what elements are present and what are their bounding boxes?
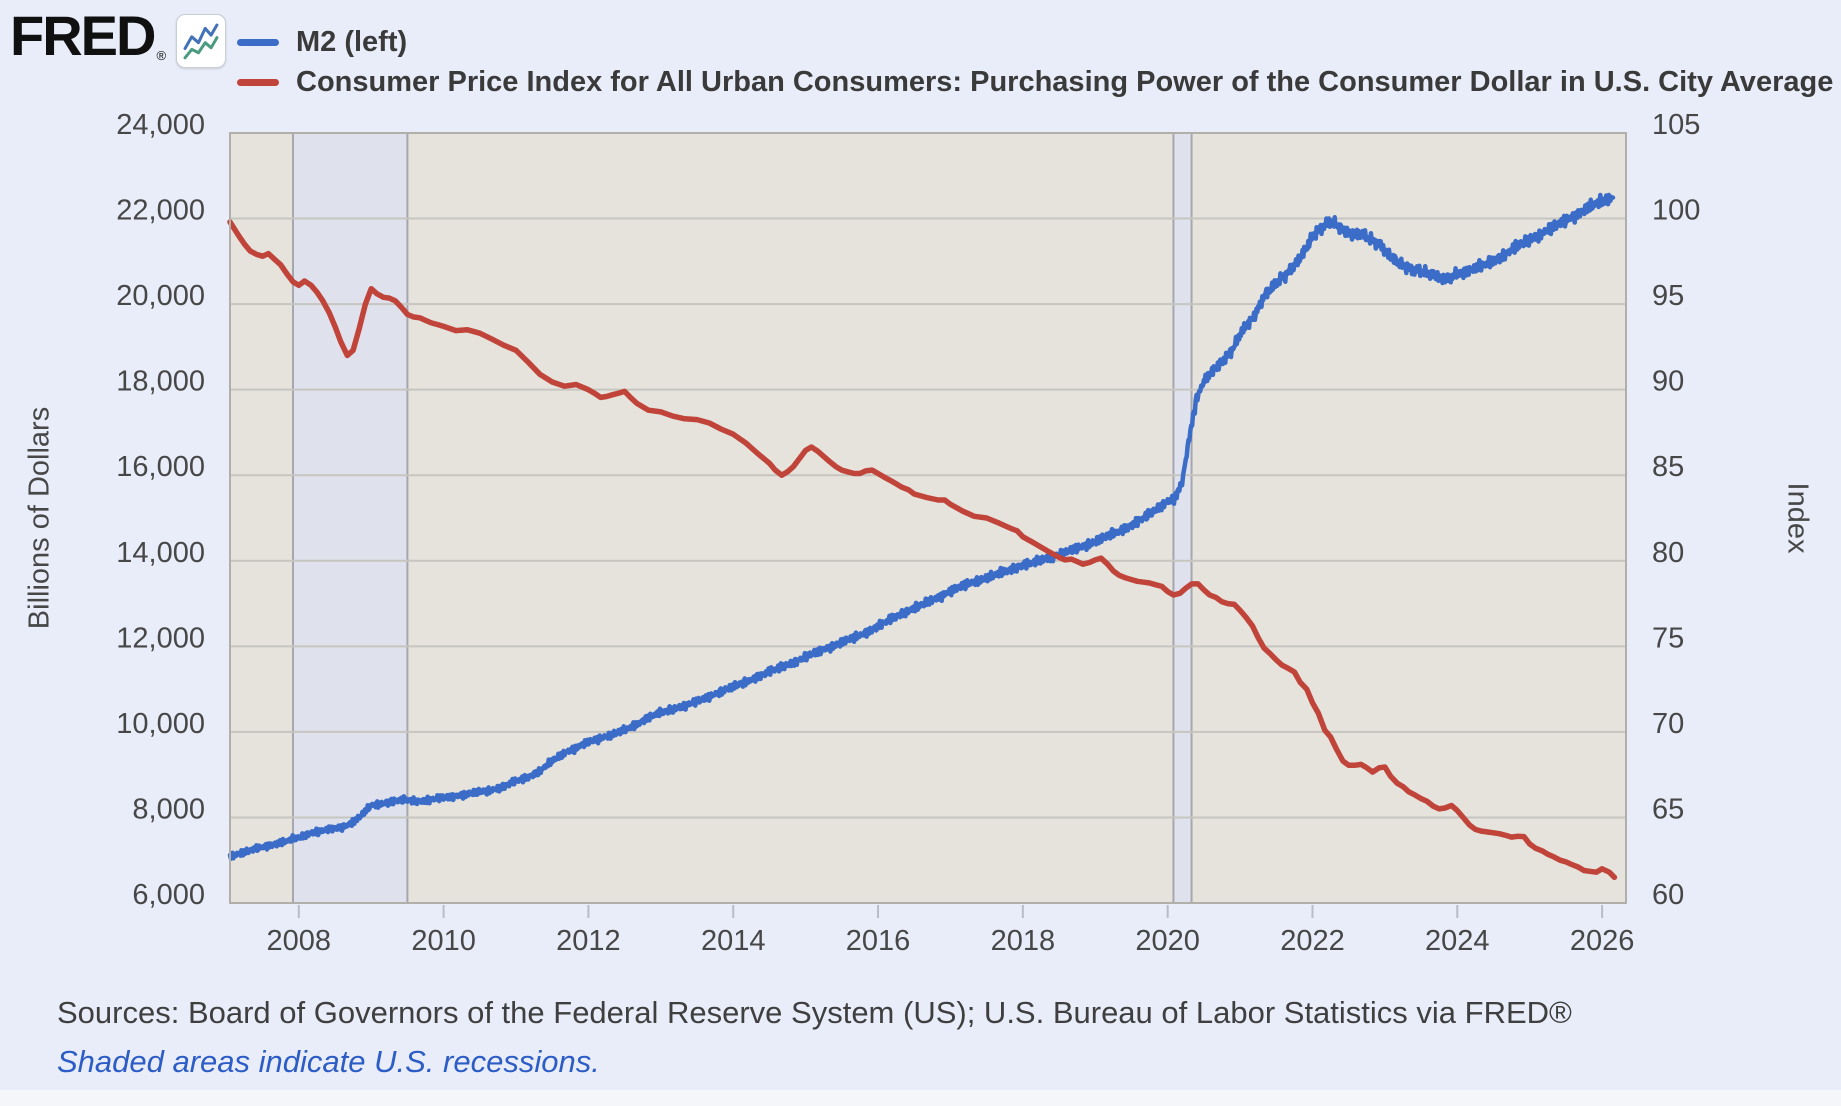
y-left-tick-label: 8,000 (132, 793, 205, 825)
y-left-tick-label: 6,000 (132, 879, 205, 911)
cpi-line (227, 219, 1618, 881)
y-left-tick-label: 14,000 (116, 537, 205, 569)
y-right-tick-label: 90 (1652, 366, 1684, 398)
fred-logo[interactable]: FRED ® (10, 4, 227, 68)
y-right-tick-label: 100 (1652, 195, 1700, 227)
plot-border (229, 132, 1627, 904)
recession-band (292, 133, 408, 903)
y-left-tick-label: 22,000 (116, 195, 205, 227)
recession-note-link[interactable]: Shaded areas indicate U.S. recessions. (57, 1044, 600, 1079)
y-left-tick-label: 16,000 (116, 451, 205, 483)
y-right-tick-label: 85 (1652, 451, 1684, 483)
registered-mark: ® (156, 48, 167, 63)
y-left-tick-label: 24,000 (116, 109, 205, 141)
cpi-series-label: Consumer Price Index for All Urban Consu… (296, 65, 1841, 98)
sources-text: Sources: Board of Governors of the Feder… (57, 995, 1572, 1030)
plot-background (230, 133, 1626, 903)
x-tick-label: 2022 (1280, 925, 1345, 957)
y-left-tick-label: 10,000 (116, 708, 205, 740)
cpi-series-swatch-icon (237, 78, 279, 86)
x-tick-label: 2010 (411, 925, 476, 957)
fred-wordmark: FRED (10, 4, 156, 67)
y-right-tick-label: 65 (1652, 793, 1684, 825)
x-tick-label: 2016 (846, 925, 911, 957)
x-tick-label: 2020 (1135, 925, 1200, 957)
legend-item-cpi: Consumer Price Index for All Urban Consu… (237, 62, 1841, 102)
m2-series-swatch-icon (237, 38, 279, 46)
x-tick-label: 2008 (267, 925, 332, 957)
x-tick-label: 2014 (701, 925, 766, 957)
x-tick-label: 2026 (1570, 925, 1635, 957)
y-left-tick-label: 20,000 (116, 280, 205, 312)
y-right-tick-label: 80 (1652, 537, 1684, 569)
y-left-tick-label: 18,000 (116, 366, 205, 398)
y-right-tick-label: 75 (1652, 622, 1684, 654)
y-left-tick-label: 12,000 (116, 622, 205, 654)
m2-series-label: M2 (left) (296, 25, 408, 58)
chart-legend: M2 (left) Consumer Price Index for All U… (237, 22, 1841, 102)
m2-line (227, 192, 1616, 861)
right-axis-title: Index (1781, 482, 1814, 554)
y-right-tick-label: 60 (1652, 879, 1684, 911)
x-tick-label: 2024 (1425, 925, 1490, 957)
embed-bottom-strip (0, 1090, 1841, 1106)
x-tick-label: 2012 (556, 925, 621, 957)
y-right-tick-label: 105 (1652, 109, 1700, 141)
fred-sparkline-icon (176, 14, 227, 68)
x-tick-label: 2018 (991, 925, 1056, 957)
y-right-tick-label: 70 (1652, 708, 1684, 740)
left-axis-title: Billions of Dollars (23, 406, 56, 630)
recession-band (1173, 133, 1192, 903)
y-right-tick-label: 95 (1652, 280, 1684, 312)
legend-item-m2: M2 (left) (237, 22, 1841, 62)
